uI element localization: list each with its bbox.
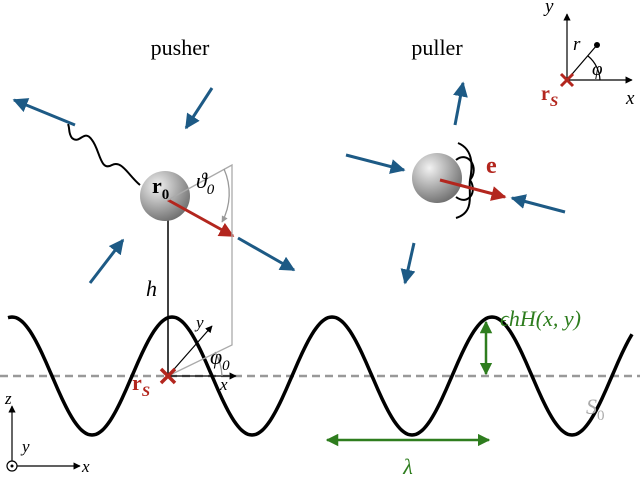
- inset-x-label: x: [625, 88, 635, 109]
- z-label: z: [4, 389, 12, 408]
- S0-label: S0: [586, 394, 605, 424]
- rS-label: rS: [132, 370, 150, 400]
- label-base: ϑ: [196, 168, 208, 193]
- orientation-arrow: [439, 178, 507, 201]
- h-label: h: [146, 276, 157, 301]
- flagellum: [455, 142, 473, 219]
- inset-point: [594, 42, 600, 48]
- e-label: e: [486, 153, 497, 179]
- label-base: r: [541, 83, 550, 105]
- flow-arrow: [88, 238, 125, 284]
- phi-arc: [214, 351, 223, 377]
- y-axis-dot: [10, 464, 14, 468]
- x-label: x: [81, 457, 90, 476]
- local-y-label: y: [194, 313, 204, 332]
- inset-phi-label: φ: [592, 59, 603, 80]
- label-sub: 0: [207, 182, 215, 198]
- pusher-label: pusher: [151, 35, 210, 60]
- puller-sphere: [412, 153, 462, 203]
- rS-marker: [159, 367, 177, 385]
- label-sub: S: [550, 94, 558, 110]
- pusher-sphere: [140, 171, 190, 221]
- y-label: y: [20, 437, 30, 456]
- flow-arrow: [400, 242, 416, 285]
- flow-arrow: [453, 81, 468, 126]
- inset-phi-arc: [587, 55, 601, 81]
- flow-arrow: [345, 153, 406, 174]
- label-sub: 0: [597, 408, 605, 424]
- inset-r-label: r: [573, 34, 581, 55]
- label-sub: 0: [222, 358, 230, 374]
- phi0-label: φ0: [210, 344, 230, 374]
- label-base: S: [586, 394, 597, 419]
- inset-y-label: y: [543, 0, 554, 17]
- lambda-label: λ: [402, 454, 413, 479]
- label-sub: 0: [162, 187, 170, 203]
- label-base: r: [132, 370, 142, 395]
- inset-rS-marker: [559, 72, 575, 88]
- flow-arrow: [12, 98, 76, 127]
- flagellum: [67, 123, 141, 186]
- flow-arrow: [237, 236, 296, 272]
- inset-rS-label: rS: [541, 83, 558, 110]
- theta-arc: [221, 168, 230, 223]
- amplitude-label: ϵhH(x, y): [500, 306, 581, 331]
- flow-arrow: [510, 194, 566, 214]
- r0-label: r0: [152, 173, 169, 203]
- projection-lines: [167, 163, 233, 377]
- label-base: r: [152, 173, 162, 198]
- wavy-surface: [7, 315, 634, 437]
- local-y-axis: [167, 325, 213, 377]
- theta0-label: ϑ0: [196, 168, 215, 198]
- orientation-arrow: [167, 198, 235, 238]
- local-x-label: x: [219, 375, 228, 394]
- label-sub: S: [142, 384, 150, 400]
- flow-arrow: [184, 87, 214, 130]
- puller-label: puller: [411, 35, 463, 60]
- label-base: φ: [210, 344, 222, 369]
